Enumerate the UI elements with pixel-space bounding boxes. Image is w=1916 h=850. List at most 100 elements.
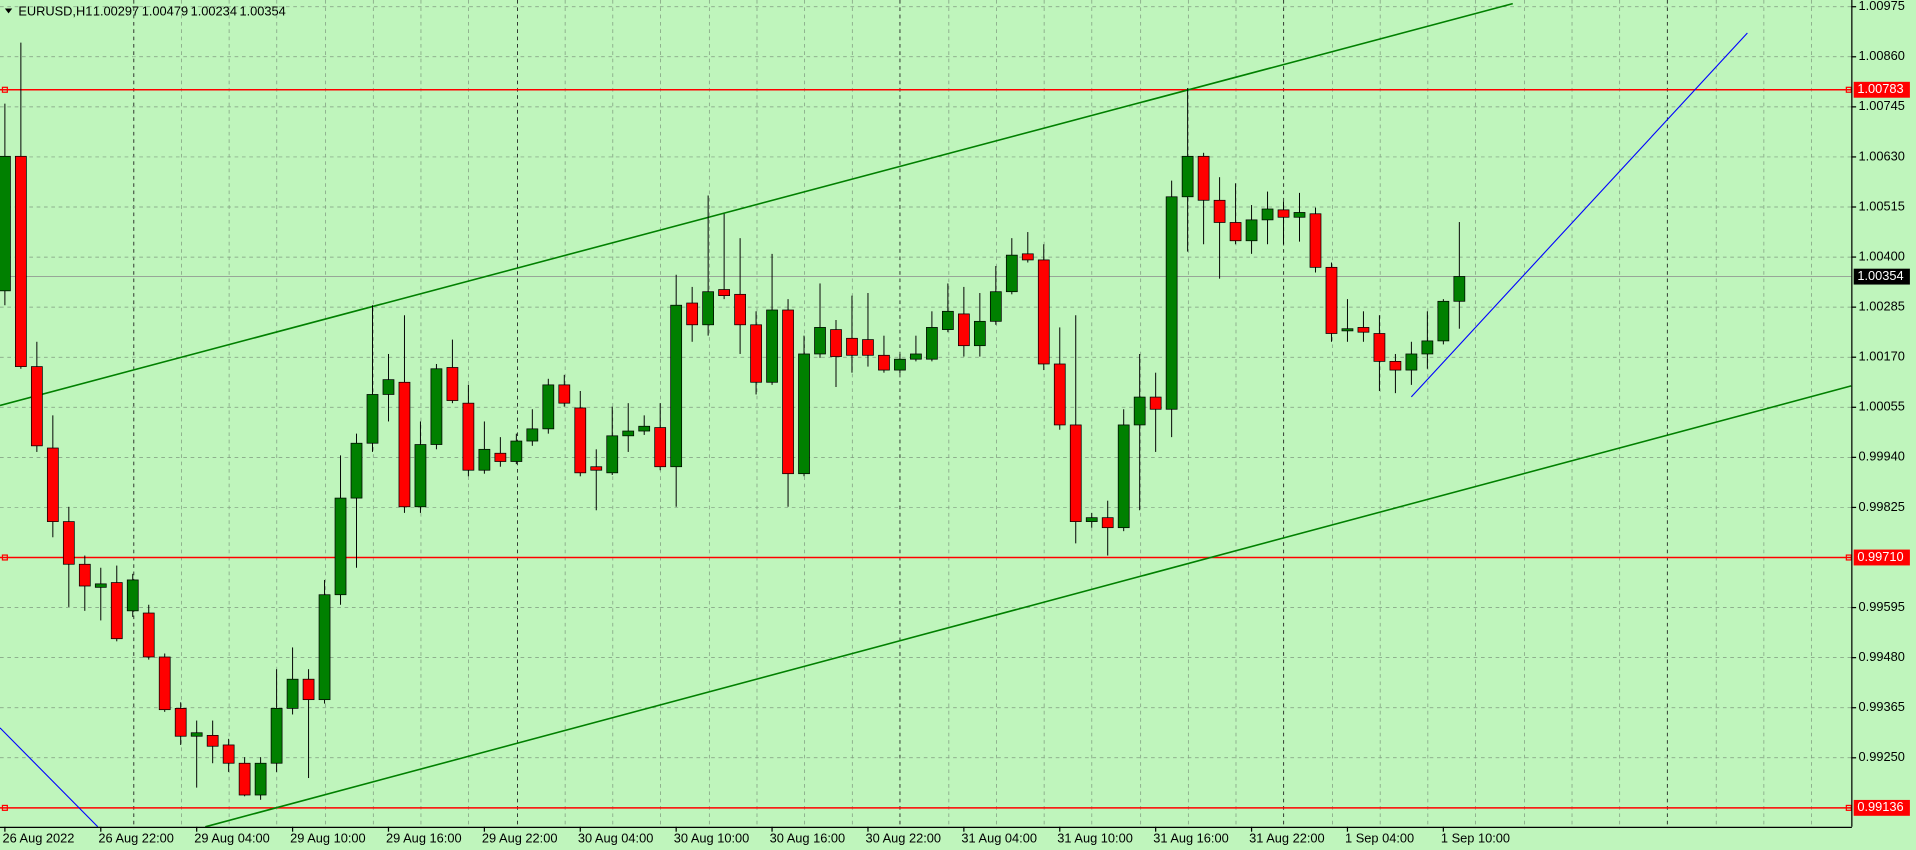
candle-body	[398, 381, 411, 508]
candle-body	[638, 425, 651, 432]
candle-body	[798, 353, 810, 475]
x-tick-label: 30 Aug 10:00	[674, 830, 750, 845]
candle-body	[846, 337, 858, 356]
candle-body	[462, 402, 475, 471]
candle-body	[1341, 328, 1354, 332]
current-price-label: 1.00354	[1857, 268, 1903, 283]
candle-body	[526, 428, 539, 442]
candle-body	[1309, 213, 1322, 268]
candle-body	[1405, 353, 1418, 371]
trend-lines	[0, 2, 1852, 828]
level-anchor	[1, 86, 8, 93]
candle-body	[862, 339, 874, 356]
candle-body	[1245, 219, 1258, 242]
candle-body	[942, 310, 954, 330]
candle-body	[606, 435, 619, 474]
candle-body	[1453, 276, 1466, 302]
candle-body	[1357, 327, 1370, 333]
candle-body	[318, 594, 331, 701]
header: EURUSD,H1 1.00297 1.00479 1.00234 1.0035…	[4, 4, 286, 19]
candle-body	[1005, 254, 1018, 293]
x-tick-label: 30 Aug 22:00	[866, 830, 942, 845]
candle-body	[1437, 300, 1450, 342]
candle-body	[142, 612, 155, 658]
candle-body	[30, 366, 43, 447]
y-tick-label: 1.00630	[1859, 148, 1905, 163]
channel-upper-line	[0, 2, 1513, 407]
current-price-box	[1853, 268, 1910, 285]
candle-body	[782, 309, 794, 475]
candle-body	[206, 734, 219, 747]
candle-body	[446, 367, 459, 401]
candle-body	[15, 155, 27, 367]
trend-line	[1410, 32, 1748, 398]
candle-body	[1101, 517, 1114, 529]
x-tick-label: 31 Aug 16:00	[1153, 830, 1229, 845]
header-open: 1.00297	[93, 4, 139, 19]
candle-body	[110, 582, 123, 640]
channel-lower-line	[205, 385, 1852, 828]
level-label-box	[1853, 81, 1910, 98]
x-tick-label: 30 Aug 16:00	[770, 830, 846, 845]
x-tick-label: 30 Aug 04:00	[578, 830, 654, 845]
y-tick-label: 0.99595	[1859, 599, 1905, 614]
candle-body	[158, 656, 171, 711]
candle-body	[718, 289, 730, 296]
candle-body	[46, 447, 59, 522]
candle-body	[989, 291, 1002, 322]
y-tick-label: 0.99250	[1859, 749, 1905, 764]
y-tick-label: 1.00745	[1859, 98, 1905, 113]
candle-body	[174, 708, 187, 737]
candle-body	[254, 762, 267, 796]
menu-icon[interactable]	[4, 8, 13, 14]
y-tick-label: 0.99825	[1859, 499, 1905, 514]
x-tick-label: 29 Aug 10:00	[290, 830, 366, 845]
candle-body	[766, 309, 778, 383]
candle-body	[478, 448, 491, 471]
x-tick-label: 31 Aug 04:00	[961, 830, 1037, 845]
candle-body	[510, 440, 523, 462]
y-tick-label: 1.00285	[1859, 299, 1905, 314]
y-tick-label: 1.00170	[1859, 349, 1905, 364]
candle-body	[973, 320, 986, 347]
candle-body	[957, 313, 970, 347]
candle-body	[238, 762, 251, 796]
candle-body	[702, 291, 715, 326]
candle-body	[910, 353, 922, 360]
candle-body	[78, 563, 91, 587]
candle-body	[270, 708, 283, 764]
candle-body	[350, 442, 363, 499]
candle-body	[894, 358, 906, 371]
y-tick-label: 1.00975	[1859, 0, 1905, 13]
candle-body	[1149, 396, 1162, 410]
level-label-box	[1853, 549, 1910, 566]
candle-body	[1389, 361, 1402, 371]
candle-body	[1165, 196, 1178, 410]
candle-body	[1213, 199, 1226, 223]
candle-body	[1021, 253, 1034, 261]
x-tick-label: 31 Aug 10:00	[1057, 830, 1133, 845]
candle-body	[542, 384, 555, 430]
candle-body	[62, 521, 75, 565]
candle-body	[334, 497, 347, 596]
candle-body	[1069, 424, 1082, 522]
candle-body	[750, 324, 762, 383]
candle-body	[558, 384, 571, 404]
candle-body	[654, 427, 667, 468]
x-tick-label: 29 Aug 22:00	[482, 830, 558, 845]
candle-body	[1325, 266, 1338, 334]
grid	[0, 0, 1852, 827]
candle-body	[1181, 155, 1194, 198]
x-tick-label: 1 Sep 10:00	[1441, 830, 1510, 845]
candle-body	[1197, 155, 1210, 201]
candle-body	[1117, 424, 1130, 529]
level-label: 0.99710	[1857, 549, 1903, 564]
candle-body	[94, 583, 107, 588]
candle-body	[1085, 517, 1098, 522]
level-label: 1.00783	[1857, 81, 1903, 96]
level-anchor	[1, 554, 8, 561]
candle-body	[1293, 212, 1306, 218]
candle-body	[814, 327, 826, 355]
